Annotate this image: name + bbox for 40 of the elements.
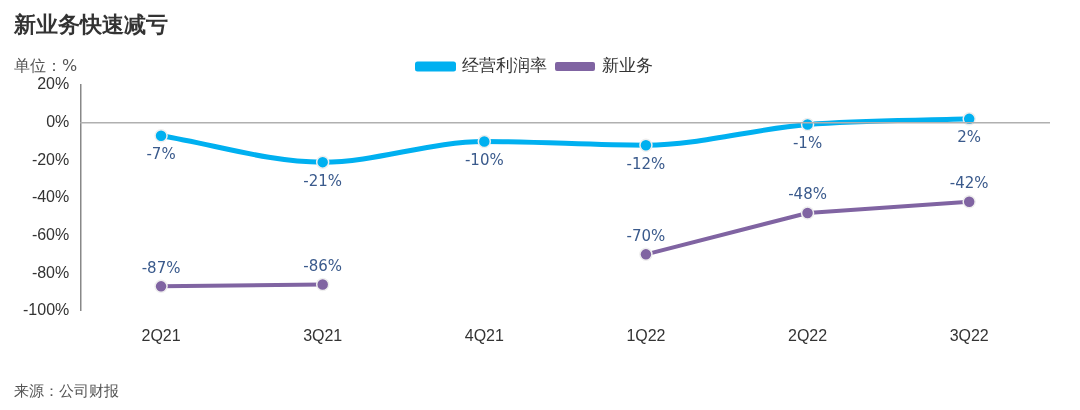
point [477, 134, 492, 149]
point [800, 117, 815, 132]
x-tick-label: 3Q21 [303, 326, 343, 344]
x-tick-label: 2Q21 [141, 326, 181, 344]
point [315, 155, 330, 169]
point [315, 277, 330, 292]
data-label: -42% [949, 174, 989, 193]
data-label: -48% [788, 185, 827, 204]
x-tick-label: 1Q22 [626, 326, 666, 344]
y-tick-label: -20% [31, 150, 70, 168]
y-tick-label: -40% [31, 188, 70, 206]
point [154, 129, 168, 143]
data-label: -87% [141, 258, 181, 277]
data-label: -7% [146, 145, 176, 164]
point [962, 112, 976, 126]
data-label: -12% [626, 154, 666, 173]
y-tick-label: 0% [46, 113, 70, 131]
data-label: -10% [464, 150, 504, 169]
y-tick-label: -100% [23, 301, 70, 319]
point [639, 247, 653, 262]
point [800, 206, 815, 220]
legend-label: 经营利润率 [462, 56, 547, 76]
x-tick-label: 3Q22 [949, 326, 989, 344]
y-tick-label: 20% [37, 75, 70, 93]
y-tick-label: -80% [31, 263, 70, 281]
legend-label: 新业务 [601, 56, 653, 76]
y-axis-title: 单位：% [14, 56, 78, 77]
point [962, 194, 976, 209]
source-note: 来源：公司财报 [14, 382, 119, 401]
data-label: -86% [303, 256, 343, 275]
point [154, 279, 168, 294]
data-label: -70% [626, 226, 666, 245]
data-label: -1% [792, 133, 823, 152]
y-tick-label: -60% [31, 225, 70, 243]
data-label: -21% [303, 171, 343, 190]
point [639, 138, 653, 152]
chart-title: 新业务快速减亏 [14, 11, 168, 39]
x-tick-label: 4Q21 [464, 326, 504, 344]
x-tick-label: 2Q22 [787, 326, 828, 344]
data-label: 2% [957, 128, 982, 147]
